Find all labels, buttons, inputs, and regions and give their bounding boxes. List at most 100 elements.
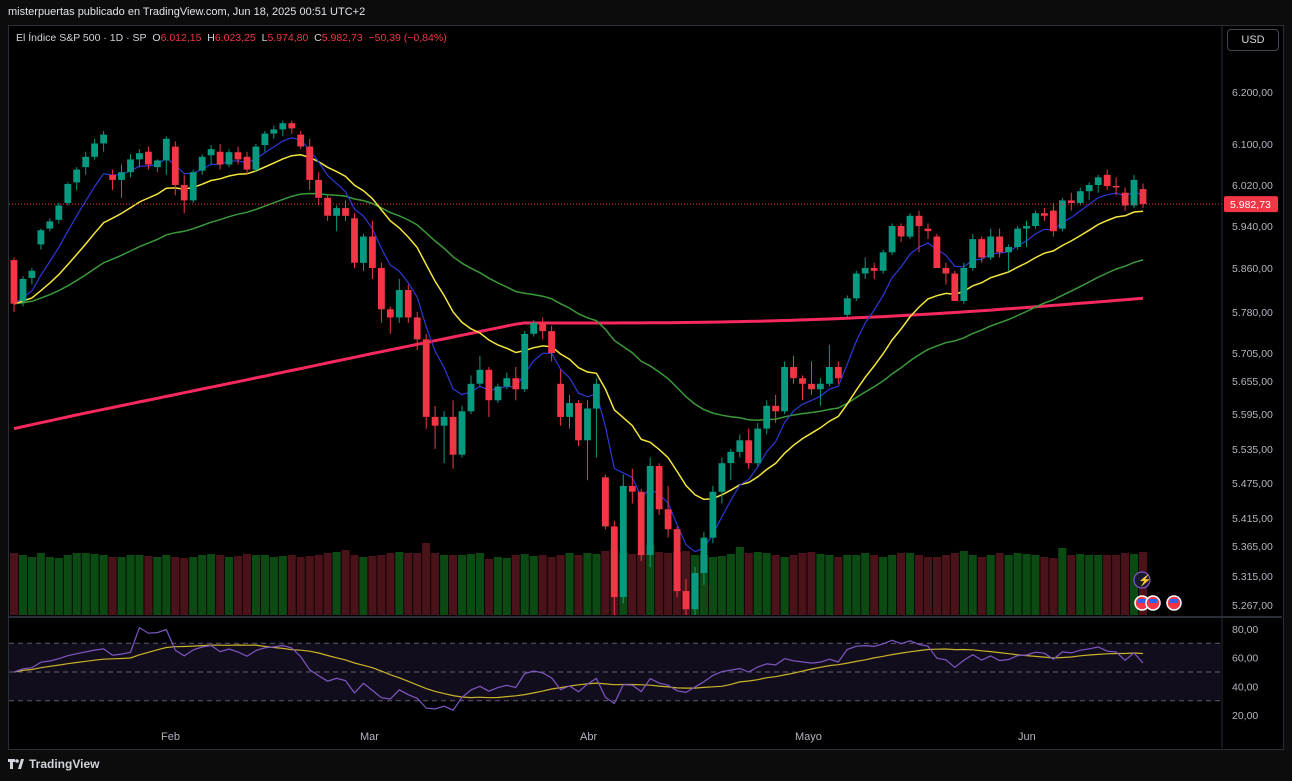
volume-bar xyxy=(1004,555,1013,615)
volume-bar xyxy=(816,554,825,615)
candle-body xyxy=(557,383,564,417)
candle-body xyxy=(225,152,233,165)
y-tick-label: 5.315,00 xyxy=(1232,571,1273,583)
y-tick-label: 5.267,00 xyxy=(1232,600,1273,612)
volume-bar xyxy=(1022,554,1031,615)
candle-body xyxy=(315,179,322,198)
candle-body xyxy=(171,146,179,185)
volume-bar xyxy=(511,555,520,615)
volume-bar xyxy=(395,552,404,615)
volume-bar xyxy=(404,553,413,615)
candle-body xyxy=(1005,247,1012,253)
candle-body xyxy=(73,169,81,183)
footer-brand[interactable]: TradingView xyxy=(8,757,99,771)
high-label: H xyxy=(207,32,215,44)
volume-bar xyxy=(852,555,861,615)
volume-bar xyxy=(1103,555,1112,615)
candle-body xyxy=(154,160,161,168)
volume-bar xyxy=(1013,553,1022,615)
volume-bar xyxy=(260,555,269,615)
candle-body xyxy=(431,416,439,426)
currency-button[interactable]: USD xyxy=(1227,29,1279,51)
y-tick-label: 5.860,00 xyxy=(1232,263,1273,275)
volume-bar xyxy=(968,555,977,615)
candle-body xyxy=(369,236,376,268)
candle-body xyxy=(566,403,573,417)
candle-body xyxy=(342,208,349,216)
volume-bar xyxy=(771,555,780,615)
volume-bar xyxy=(81,553,90,615)
candle-body xyxy=(664,509,672,530)
volume-bar xyxy=(798,553,807,615)
volume-bar xyxy=(198,555,207,615)
volume-bar xyxy=(1130,554,1139,615)
volume-bar xyxy=(314,555,323,615)
volume-bar xyxy=(251,555,260,615)
volume-bar xyxy=(278,556,287,615)
candle-body xyxy=(19,279,27,301)
candle-body xyxy=(100,134,107,144)
volume-bar xyxy=(493,557,502,615)
candle-body xyxy=(198,156,206,171)
candle-body xyxy=(360,236,367,263)
candle-body xyxy=(270,129,278,134)
candle-body xyxy=(485,369,493,401)
volume-bar xyxy=(99,555,108,615)
candle-body xyxy=(127,159,134,173)
volume-bar xyxy=(377,555,386,615)
candle-body xyxy=(1112,186,1120,188)
candle-body xyxy=(637,491,645,556)
candle-body xyxy=(924,228,932,232)
volume-bar xyxy=(843,555,852,615)
candle-body xyxy=(933,236,941,268)
open-value: 6.012,15 xyxy=(160,32,202,44)
symbol-label[interactable]: El Índice S&P 500 · 1D · SP xyxy=(16,32,147,44)
candle-body xyxy=(10,260,18,304)
candle-body xyxy=(440,416,448,426)
tradingview-logo-icon xyxy=(8,758,24,770)
candle-body xyxy=(736,440,744,452)
volume-bar xyxy=(90,554,99,615)
ma-200-line xyxy=(13,296,1144,431)
candle-body xyxy=(216,151,224,165)
chart-frame[interactable] xyxy=(8,25,1284,750)
volume-bar xyxy=(565,553,574,615)
candle-body xyxy=(915,215,923,227)
candle-body xyxy=(530,322,538,334)
candle-body xyxy=(324,197,331,216)
volume-bar xyxy=(108,557,117,615)
volume-bar xyxy=(717,556,726,615)
volume-bar xyxy=(350,555,359,615)
candle-body xyxy=(745,440,753,464)
candle-body xyxy=(861,268,869,274)
candle-body xyxy=(817,383,824,390)
us-flag-canton-icon xyxy=(1170,599,1178,603)
volume-bar xyxy=(556,555,565,615)
volume-bar xyxy=(583,553,592,615)
candle-body xyxy=(1059,200,1066,229)
candle-body xyxy=(1121,192,1129,206)
candle-body xyxy=(386,309,394,318)
volume-bar xyxy=(72,553,81,615)
candle-body xyxy=(593,383,600,409)
last-price-text: 5.982,73 xyxy=(1230,199,1271,211)
rsi-tick-label: 60,00 xyxy=(1232,653,1258,665)
candle-body xyxy=(64,184,72,203)
volume-bar xyxy=(287,555,296,615)
volume-bar xyxy=(27,557,36,615)
y-tick-label: 6.200,00 xyxy=(1232,87,1273,99)
volume-bar xyxy=(574,555,583,615)
candle-body xyxy=(808,383,815,390)
volume-bar xyxy=(932,557,941,615)
candle-body xyxy=(189,172,197,201)
candle-body xyxy=(449,416,457,455)
volume-bar xyxy=(664,553,673,615)
price-layer xyxy=(10,120,1147,615)
candle-body xyxy=(234,152,242,160)
candle-body xyxy=(584,408,591,441)
volume-bar xyxy=(1049,558,1058,615)
candle-body xyxy=(960,268,968,301)
volume-bar xyxy=(171,557,180,615)
volume-bar xyxy=(601,551,610,615)
